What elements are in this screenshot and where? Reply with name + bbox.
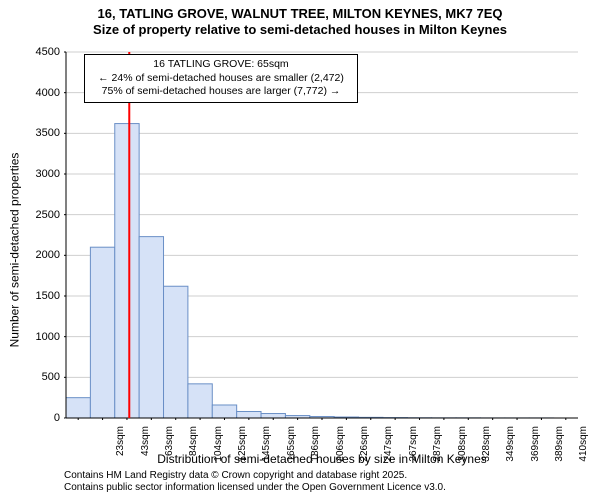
annotation-line2: ← 24% of semi-detached houses are smalle… [91, 72, 351, 86]
y-tick: 4000 [20, 87, 60, 99]
chart-title-line2: Size of property relative to semi-detach… [0, 22, 600, 38]
x-axis-label: Distribution of semi-detached houses by … [64, 452, 580, 466]
y-tick: 500 [20, 371, 60, 383]
y-tick: 3500 [20, 127, 60, 139]
chart-title-line1: 16, TATLING GROVE, WALNUT TREE, MILTON K… [0, 6, 600, 22]
chart-title-block: 16, TATLING GROVE, WALNUT TREE, MILTON K… [0, 0, 600, 39]
credit-block: Contains HM Land Registry data © Crown c… [64, 470, 584, 493]
y-tick: 1000 [20, 331, 60, 343]
y-tick: 3000 [20, 168, 60, 180]
y-tick: 2000 [20, 249, 60, 261]
y-tick: 0 [20, 412, 60, 424]
histogram-svg [64, 48, 580, 420]
y-tick: 1500 [20, 290, 60, 302]
credit-line1: Contains HM Land Registry data © Crown c… [64, 470, 584, 482]
y-axis-label: Number of semi-detached properties [7, 153, 21, 348]
annotation-line1: 16 TATLING GROVE: 65sqm [91, 58, 351, 72]
annotation-box: 16 TATLING GROVE: 65sqm ← 24% of semi-de… [84, 54, 358, 103]
credit-line2: Contains public sector information licen… [64, 482, 584, 494]
annotation-line3: 75% of semi-detached houses are larger (… [91, 85, 351, 99]
x-tick: 410sqm [578, 426, 589, 466]
plot-area [64, 48, 580, 420]
chart-container: 16, TATLING GROVE, WALNUT TREE, MILTON K… [0, 0, 600, 500]
y-tick: 4500 [20, 46, 60, 58]
y-tick: 2500 [20, 209, 60, 221]
